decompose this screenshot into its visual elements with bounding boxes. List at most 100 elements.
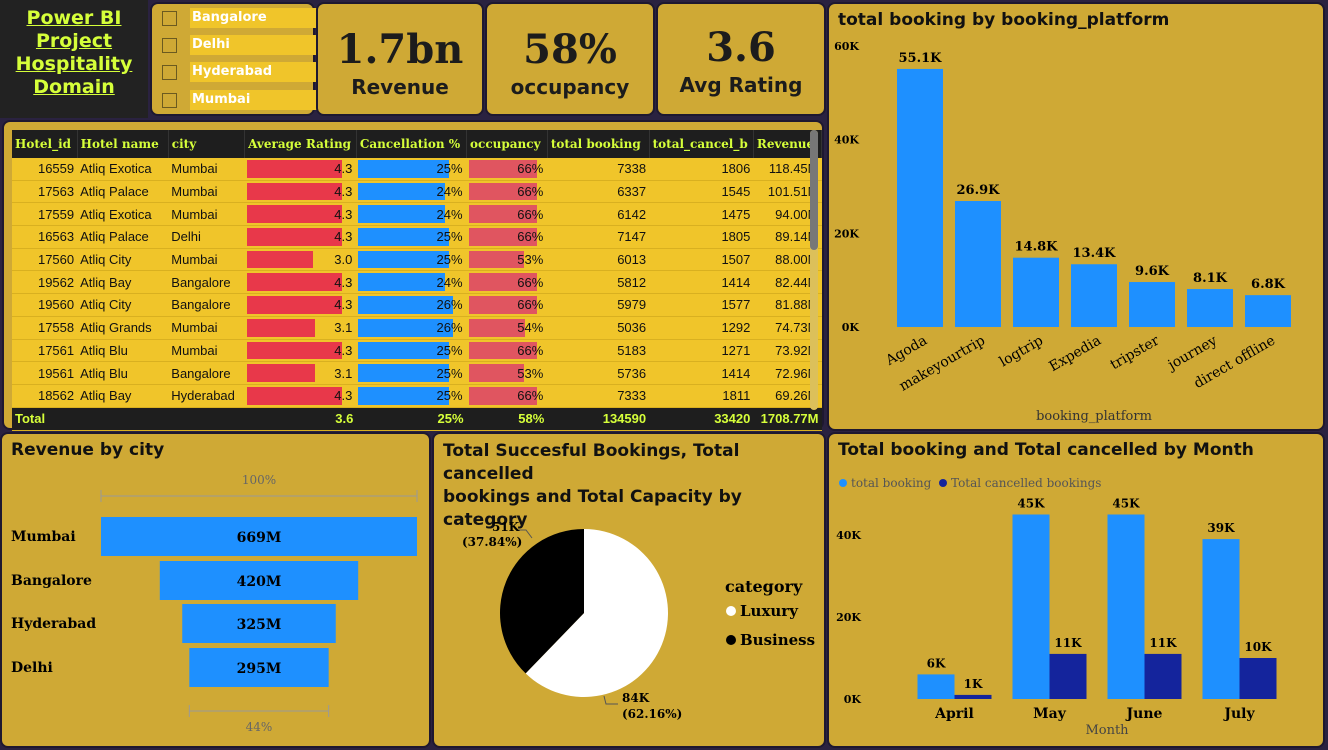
checkbox[interactable] (162, 38, 177, 53)
data-label: 11K (1054, 636, 1082, 650)
month-chart-panel: Total booking and Total cancelled by Mon… (827, 432, 1325, 748)
cell-bar (358, 386, 450, 405)
y-tick-label: 20K (836, 611, 861, 624)
table-cell: 1811 (649, 384, 754, 408)
bar (1013, 257, 1059, 327)
bar-cell: 66% (466, 384, 548, 408)
x-axis-label: Month (1085, 723, 1129, 738)
city-slicer: Bangalore Delhi Hyderabad Mumbai (150, 2, 318, 116)
table-cell: 17563 (12, 180, 78, 204)
cell-bar (468, 341, 537, 360)
cell-value: 66% (517, 161, 544, 177)
table-cell: 17559 (12, 202, 78, 227)
checkbox[interactable] (162, 93, 177, 108)
table-cell: Atliq Palace (77, 225, 169, 249)
table-cell: 1414 (649, 270, 754, 295)
cell-bar (358, 364, 450, 382)
table-row[interactable]: 17560 Atliq City Mumbai 3.0 25% 53% 6013 1507 88… (12, 248, 822, 272)
funnel-value-label: 295M (237, 661, 282, 677)
table-row[interactable]: 17559 Atliq Exotica Mumbai 4.3 24% 66% 6142 147… (12, 202, 822, 227)
column-header[interactable]: occupancy (466, 130, 548, 158)
x-tick-label: Expedia (1047, 333, 1104, 375)
bar (1129, 282, 1175, 327)
cell-value: 25% (436, 252, 463, 268)
table-row[interactable]: 17563 Atliq Palace Mumbai 4.3 24% 66% 6337 1545… (12, 180, 822, 204)
pie-slice (500, 529, 584, 674)
table-cell: Mumbai (168, 316, 245, 340)
table-cell: Atliq City (77, 293, 169, 317)
column-header[interactable]: Average Rating (244, 130, 357, 158)
table-cell: 17558 (12, 316, 78, 340)
bar (1202, 539, 1240, 699)
total-cell: 3.6 (244, 407, 357, 431)
table-row[interactable]: 19560 Atliq City Bangalore 4.3 26% 66% 5979 157… (12, 293, 822, 317)
table-row[interactable]: 18562 Atliq Bay Hyderabad 4.3 25% 66% 7333 1811… (12, 384, 822, 408)
kpi-occupancy: 58% occupancy (485, 2, 655, 116)
total-cell: 1708.77M (753, 407, 822, 431)
data-label: 45K (1112, 497, 1140, 511)
bar (1187, 289, 1233, 327)
bar-cell: 24% (356, 202, 467, 227)
column-header[interactable]: city (168, 130, 246, 158)
funnel-value-label: 669M (237, 530, 282, 546)
slicer-item-mumbai[interactable]: Mumbai (158, 90, 318, 110)
data-label: 13.4K (1073, 246, 1117, 261)
column-header[interactable]: Hotel_id (12, 130, 78, 158)
total-cell (77, 407, 169, 431)
table-cell: Mumbai (168, 180, 245, 204)
table-row[interactable]: 17561 Atliq Blu Mumbai 4.3 25% 66% 5183 1271 73.… (12, 339, 822, 363)
bar-cell: 66% (466, 158, 548, 181)
cell-bar (468, 205, 537, 224)
data-label: 9.6K (1135, 264, 1170, 279)
scrollbar-thumb[interactable] (810, 130, 818, 250)
x-tick-label: tripster (1108, 332, 1163, 373)
table-cell: Bangalore (168, 293, 245, 317)
table-cell: Atliq Exotica (77, 202, 169, 227)
table-cell: 19560 (12, 293, 78, 317)
cell-bar (246, 318, 315, 337)
table-cell: 7333 (547, 384, 650, 408)
table-cell: 74.73M (753, 316, 822, 340)
data-label: 14.8K (1015, 240, 1059, 255)
slicer-label: Mumbai (190, 90, 318, 110)
table-row[interactable]: 19562 Atliq Bay Bangalore 4.3 24% 66% 5812 1414… (12, 270, 822, 295)
kpi-label: Avg Rating (679, 73, 803, 97)
table-scrollbar[interactable] (810, 130, 818, 410)
data-label: 1K (964, 677, 983, 691)
column-header[interactable]: Hotel name (77, 130, 169, 158)
table-row[interactable]: 16559 Atliq Exotica Mumbai 4.3 25% 66% 7338 180… (12, 158, 822, 181)
bar-cell: 4.3 (244, 270, 357, 295)
funnel-bar (189, 648, 329, 687)
table-cell: 5979 (547, 293, 650, 317)
table-cell: Mumbai (168, 202, 245, 227)
slicer-item-hyderabad[interactable]: Hyderabad (158, 62, 318, 82)
table-cell: 19562 (12, 270, 78, 295)
table-row[interactable]: 17558 Atliq Grands Mumbai 3.1 26% 54% 5036 1292… (12, 316, 822, 340)
checkbox[interactable] (162, 65, 177, 80)
platform-bar-chart: 0K20K40K60K55.1KAgoda26.9Kmakeyourtrip14… (834, 40, 1291, 424)
column-header[interactable]: total_cancel_b (649, 130, 754, 158)
table-cell: 94.00M (753, 202, 822, 227)
bar-cell: 66% (466, 339, 548, 363)
chart-title: total booking by booking_platform (838, 10, 1170, 30)
table-row[interactable]: 16563 Atliq Palace Delhi 4.3 25% 66% 7147 1805 8… (12, 225, 822, 249)
chart-title-line: Total Succesful Bookings, Total cancelle… (443, 441, 740, 484)
y-tick-label: 40K (834, 134, 859, 147)
slicer-item-bangalore[interactable]: Bangalore (158, 8, 318, 28)
bar-cell: 66% (466, 225, 548, 249)
legend-label: Business (740, 631, 815, 649)
checkbox[interactable] (162, 11, 177, 26)
cell-value: 4.3 (334, 161, 353, 177)
slicer-item-delhi[interactable]: Delhi (158, 35, 318, 55)
cell-bar (468, 296, 537, 314)
bar (1107, 514, 1145, 699)
table-cell: 17561 (12, 339, 78, 363)
bar-cell: 66% (466, 293, 548, 317)
funnel-bar (159, 561, 359, 600)
table-cell: 5036 (547, 316, 650, 340)
table-row[interactable]: 19561 Atliq Blu Bangalore 3.1 25% 53% 5736 1414… (12, 361, 822, 385)
table-cell: 17560 (12, 248, 78, 272)
column-header[interactable]: total booking (547, 130, 650, 158)
hotel-table-panel: Hotel_id Hotel name city Average Rating Canc… (2, 120, 824, 431)
column-header[interactable]: Cancellation % (356, 130, 468, 158)
